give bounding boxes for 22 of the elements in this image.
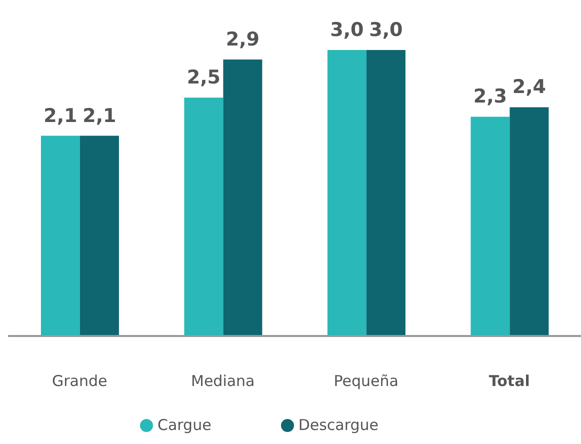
data-label: 2,3 bbox=[473, 86, 508, 108]
data-label: 2,1 bbox=[82, 104, 116, 127]
bar bbox=[80, 136, 119, 336]
data-label: 2,5 bbox=[186, 66, 221, 89]
data-label: 2,1 bbox=[44, 104, 78, 127]
data-label: 3,0 bbox=[369, 19, 403, 41]
bar bbox=[327, 50, 366, 336]
data-label: 2,9 bbox=[226, 28, 260, 51]
bar bbox=[40, 136, 80, 336]
bar bbox=[510, 107, 549, 336]
x-tick-label: Grande bbox=[52, 372, 108, 390]
bar bbox=[184, 98, 224, 336]
legend-label: Descargue bbox=[298, 416, 379, 434]
x-tick-label: Total bbox=[488, 372, 530, 390]
x-tick-label: Mediana bbox=[191, 372, 255, 390]
bar bbox=[470, 116, 510, 336]
bar bbox=[366, 50, 406, 336]
x-tick-label: Pequeña bbox=[334, 372, 398, 390]
data-label: 2,4 bbox=[512, 76, 546, 98]
data-label: 3,0 bbox=[330, 19, 364, 41]
bar bbox=[223, 60, 262, 336]
legend-label: Cargue bbox=[157, 416, 212, 434]
